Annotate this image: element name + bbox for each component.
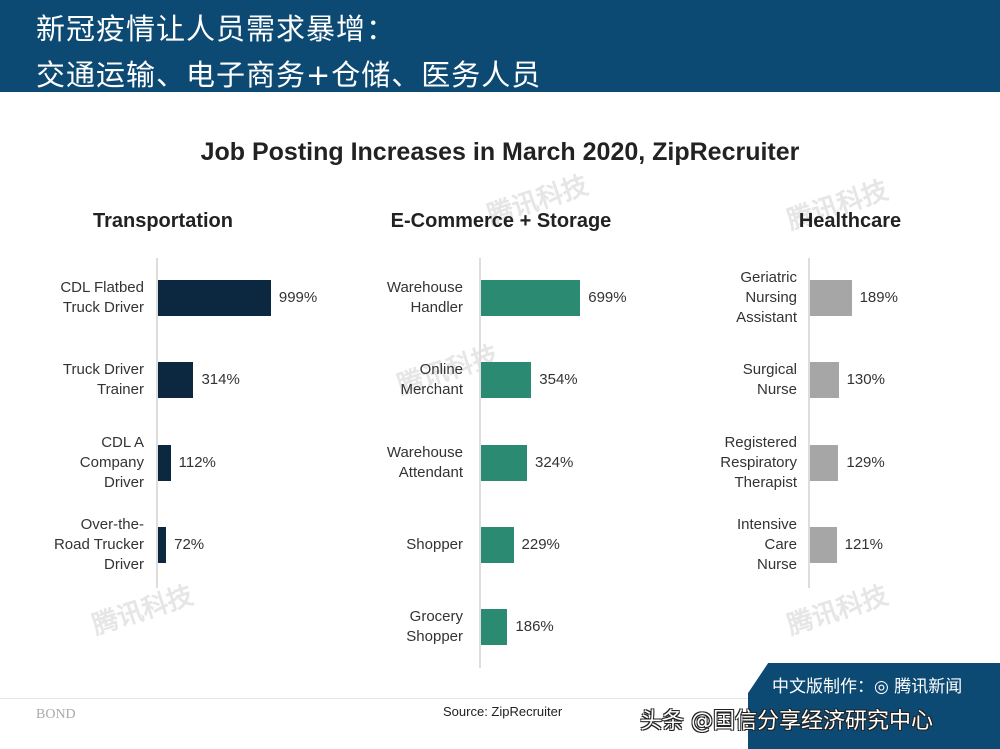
- category-label: Surgical Nurse: [742, 361, 797, 398]
- bar: [810, 445, 839, 481]
- bar: [481, 280, 581, 316]
- bar-value-label: 72%: [174, 536, 205, 553]
- bar: [481, 609, 508, 645]
- category-label: Warehouse Attendant: [386, 444, 463, 481]
- bar: [810, 527, 837, 563]
- slide-header: 新冠疫情让人员需求暴增： 交通运输、电子商务+仓储、医务人员: [0, 0, 1000, 92]
- bar-value-label: 129%: [846, 454, 885, 471]
- watermark: 腾讯科技: [783, 580, 892, 642]
- bar: [158, 527, 167, 563]
- category-label: Warehouse Handler: [386, 279, 463, 316]
- panel-title: E-Commerce + Storage: [390, 210, 612, 232]
- bar-value-label: 121%: [844, 536, 883, 553]
- bar-value-label: 699%: [588, 289, 627, 306]
- category-label: CDL Flatbed Truck Driver: [60, 279, 144, 316]
- watermark: 腾讯科技: [88, 580, 197, 642]
- bar-value-label: 354%: [539, 371, 578, 388]
- bar: [810, 362, 839, 398]
- bar: [810, 280, 852, 316]
- category-label: Grocery Shopper: [406, 608, 463, 645]
- bar-value-label: 314%: [201, 371, 240, 388]
- category-label: Truck Driver Trainer: [62, 361, 144, 398]
- category-label: Over-the- Road Trucker Driver: [53, 516, 144, 573]
- bar: [158, 362, 194, 398]
- translation-badge: [748, 663, 1000, 749]
- bar-value-label: 189%: [859, 289, 898, 306]
- toutiao-overlay: 头条 @国信分享经济研究中心: [640, 709, 933, 734]
- axis-line: [479, 258, 481, 668]
- header-line-2: 交通运输、电子商务+仓储、医务人员: [36, 58, 542, 92]
- bar-value-label: 112%: [178, 454, 216, 471]
- axis-line: [808, 258, 810, 588]
- category-label: Shopper: [406, 536, 463, 553]
- bar: [481, 362, 532, 398]
- category-label: Geriatric Nursing Assistant: [736, 269, 797, 326]
- bar-value-label: 324%: [535, 454, 574, 471]
- bar: [158, 280, 271, 316]
- chart-title: Job Posting Increases in March 2020, Zip…: [200, 138, 800, 166]
- category-label: Intensive Care Nurse: [736, 516, 797, 573]
- category-label: Online Merchant: [400, 361, 463, 398]
- bar-value-label: 186%: [515, 618, 554, 635]
- bar: [158, 445, 171, 481]
- bar-value-label: 999%: [278, 289, 318, 306]
- bar-value-label: 229%: [521, 536, 560, 553]
- translation-badge-text: 中文版制作：◎ 腾讯新闻: [772, 677, 963, 697]
- panel-title: Transportation: [92, 210, 233, 232]
- source-note: Source: ZipRecruiter: [443, 704, 563, 719]
- panel-title: Healthcare: [798, 210, 902, 232]
- footer-divider: [0, 698, 760, 699]
- header-line-1: 新冠疫情让人员需求暴增：: [36, 12, 397, 46]
- category-label: Registered Respiratory Therapist: [720, 434, 797, 491]
- bond-logo: BOND: [36, 707, 76, 722]
- bar-value-label: 130%: [846, 371, 885, 388]
- axis-line: [156, 258, 158, 588]
- bar: [481, 527, 514, 563]
- bar: [481, 445, 527, 481]
- category-label: CDL A Company Driver: [79, 434, 144, 491]
